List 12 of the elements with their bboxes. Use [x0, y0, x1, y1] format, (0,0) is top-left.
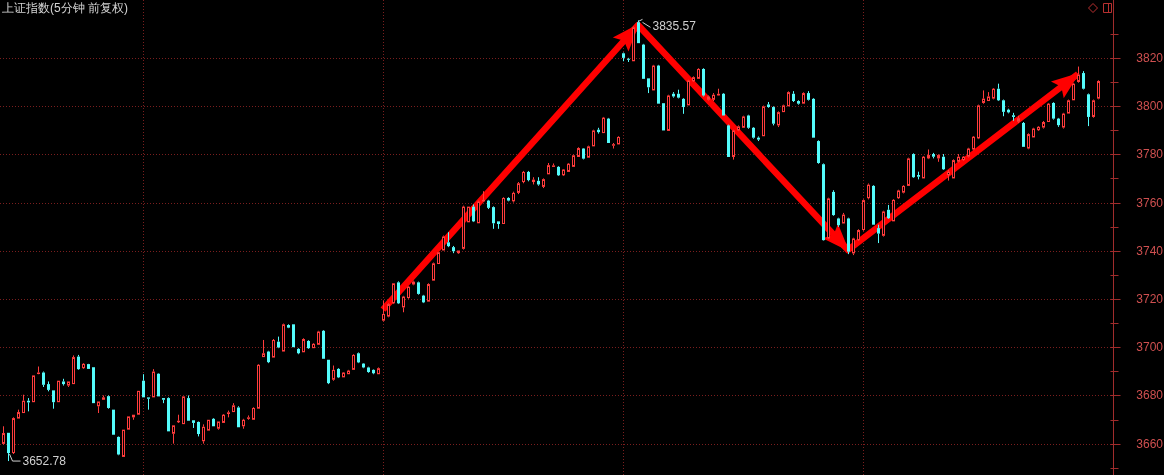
y-tick-label: 3660 — [1136, 436, 1164, 451]
y-tick-label: 3740 — [1136, 243, 1164, 258]
y-tick-label: 3720 — [1136, 291, 1164, 306]
y-tick-label: 3780 — [1136, 147, 1164, 162]
annotation: 3652.78 — [22, 454, 67, 469]
y-tick-label: 3760 — [1136, 195, 1164, 210]
y-tick-label: 3680 — [1136, 388, 1164, 403]
y-tick-label: 3820 — [1136, 50, 1164, 65]
note: 3652.78 — [9, 453, 66, 469]
y-tick-label: 3700 — [1136, 340, 1164, 355]
y-tick-label: 3800 — [1136, 99, 1164, 114]
chart-title: 上证指数(5分钟 前复权) — [2, 0, 128, 15]
